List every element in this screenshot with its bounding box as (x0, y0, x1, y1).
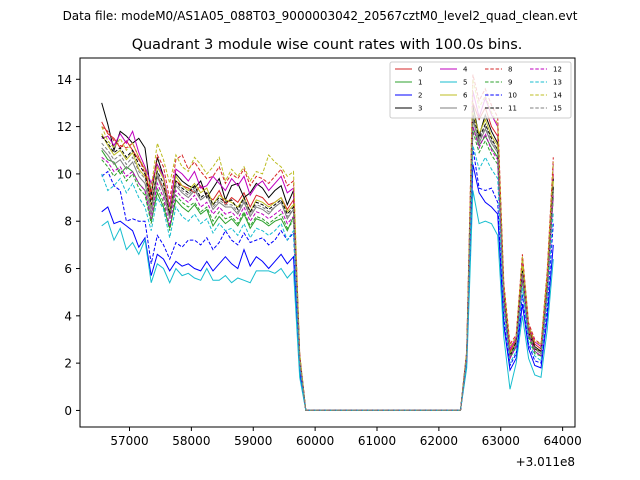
legend-label: 9 (508, 79, 512, 87)
legend-label: 2 (418, 92, 422, 100)
x-tick-label: 59000 (234, 434, 272, 448)
plot-frame (79, 57, 576, 428)
legend-label: 4 (463, 66, 468, 74)
legend-label: 7 (463, 105, 467, 113)
x-tick-label: 58000 (172, 434, 210, 448)
legend-label: 6 (463, 92, 468, 100)
y-tick-label: 10 (57, 167, 72, 181)
legend-label: 10 (508, 92, 517, 100)
legend-frame (389, 61, 572, 119)
x-tick-label: 60000 (296, 434, 334, 448)
legend-label: 8 (508, 66, 512, 74)
chart-suptitle: Data file: modeM0/AS1A05_088T03_90000030… (63, 9, 578, 23)
x-tick-label: 57000 (110, 434, 148, 448)
y-tick-label: 12 (57, 120, 72, 134)
y-tick-label: 2 (64, 357, 72, 371)
x-tick-label: 63000 (482, 434, 520, 448)
legend-label: 0 (418, 66, 422, 74)
x-tick-label: 62000 (420, 434, 458, 448)
legend-label: 13 (553, 79, 562, 87)
y-tick-label: 0 (64, 404, 72, 418)
series-line-15 (101, 116, 554, 411)
x-tick-label: 61000 (358, 434, 396, 448)
legend-label: 14 (553, 92, 562, 100)
legend-label: 15 (553, 105, 562, 113)
legend-label: 1 (418, 79, 422, 87)
y-tick-label: 8 (64, 215, 72, 229)
legend-label: 12 (553, 66, 562, 74)
y-tick-label: 6 (64, 262, 72, 276)
legend-label: 11 (508, 105, 517, 113)
axes-layer: 57000 58000 59000 60000 61000 62000 63000 64000… (57, 73, 582, 448)
x-offset-label: +3.011e8 (516, 455, 575, 469)
x-tick-label: 64000 (544, 434, 582, 448)
chart-title: Quadrant 3 module wise count rates with … (132, 37, 523, 53)
series-layer (101, 74, 554, 411)
legend-label: 5 (463, 79, 467, 87)
y-tick-label: 4 (64, 309, 72, 323)
y-tick-label: 14 (57, 73, 72, 87)
legend-label: 3 (418, 105, 422, 113)
